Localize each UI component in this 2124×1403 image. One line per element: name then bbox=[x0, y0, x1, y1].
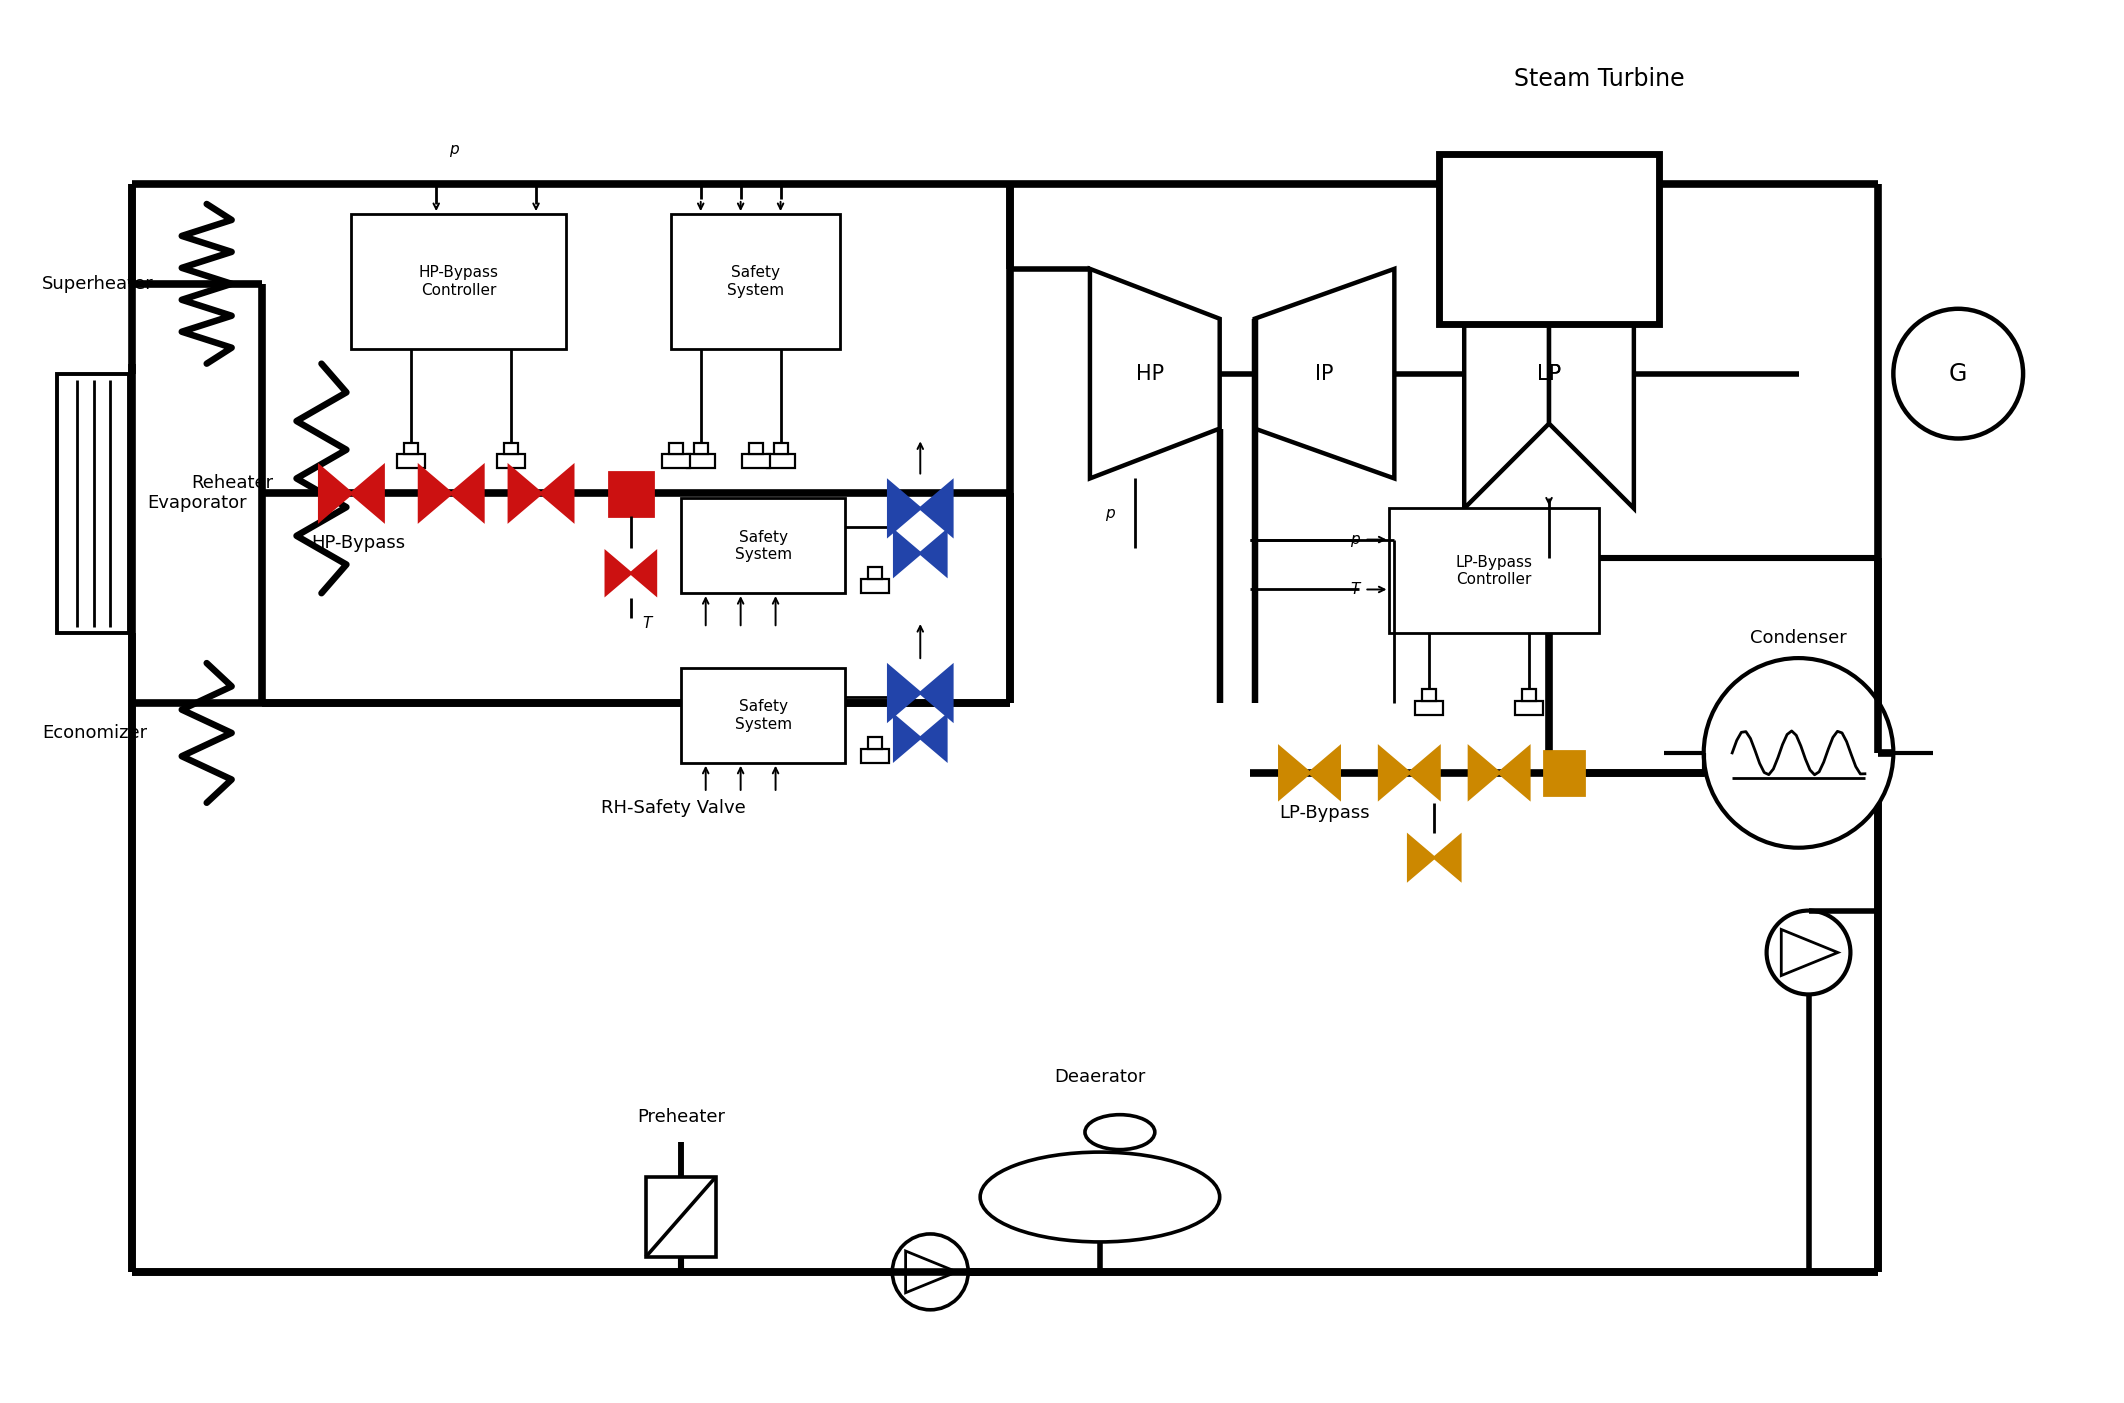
Polygon shape bbox=[1463, 239, 1548, 508]
Text: Preheater: Preheater bbox=[637, 1108, 724, 1127]
Ellipse shape bbox=[1085, 1114, 1155, 1149]
Polygon shape bbox=[1470, 748, 1500, 798]
Bar bbox=[397, 455, 425, 469]
Text: Evaporator: Evaporator bbox=[147, 494, 246, 512]
Bar bbox=[767, 455, 794, 469]
Text: p: p bbox=[1349, 532, 1359, 547]
Text: Reheater: Reheater bbox=[191, 474, 274, 492]
Bar bbox=[686, 455, 714, 469]
Bar bbox=[695, 442, 707, 455]
Polygon shape bbox=[888, 666, 920, 720]
Bar bbox=[497, 455, 525, 469]
Text: G: G bbox=[1950, 362, 1967, 386]
Polygon shape bbox=[1378, 748, 1410, 798]
Bar bbox=[862, 579, 890, 593]
Bar bbox=[671, 215, 841, 349]
Bar bbox=[1423, 689, 1436, 702]
Bar bbox=[862, 749, 890, 763]
Circle shape bbox=[1703, 658, 1892, 847]
Bar bbox=[610, 473, 652, 516]
Polygon shape bbox=[1548, 239, 1633, 508]
Bar bbox=[748, 442, 763, 455]
Bar bbox=[57, 373, 130, 633]
Text: Safety
System: Safety System bbox=[735, 699, 792, 732]
Text: LP-Bypass
Controller: LP-Bypass Controller bbox=[1455, 554, 1534, 586]
Polygon shape bbox=[350, 466, 382, 521]
Polygon shape bbox=[1408, 836, 1434, 880]
Polygon shape bbox=[888, 481, 920, 536]
Text: p: p bbox=[448, 142, 459, 157]
Text: Deaerator: Deaerator bbox=[1054, 1068, 1145, 1086]
Polygon shape bbox=[605, 551, 631, 595]
Text: Condenser: Condenser bbox=[1750, 629, 1848, 647]
Bar bbox=[503, 442, 518, 455]
Text: HP-Bypass
Controller: HP-Bypass Controller bbox=[418, 265, 499, 297]
Text: Superheater: Superheater bbox=[42, 275, 153, 293]
Bar bbox=[1415, 702, 1442, 716]
Bar bbox=[682, 498, 845, 593]
Polygon shape bbox=[510, 466, 542, 521]
Bar bbox=[1514, 702, 1542, 716]
Polygon shape bbox=[1090, 269, 1219, 478]
Text: T: T bbox=[1351, 582, 1359, 596]
Text: p: p bbox=[1104, 506, 1115, 521]
Polygon shape bbox=[920, 481, 952, 536]
Polygon shape bbox=[1311, 748, 1340, 798]
Polygon shape bbox=[894, 532, 920, 575]
Bar bbox=[869, 737, 881, 749]
Ellipse shape bbox=[979, 1152, 1219, 1242]
Polygon shape bbox=[1410, 748, 1440, 798]
Text: IP: IP bbox=[1315, 363, 1334, 383]
Bar bbox=[404, 442, 418, 455]
Polygon shape bbox=[1500, 748, 1529, 798]
Bar bbox=[1440, 154, 1659, 324]
Text: T: T bbox=[644, 616, 652, 631]
Text: LP: LP bbox=[1538, 363, 1561, 383]
Text: Safety
System: Safety System bbox=[726, 265, 784, 297]
Polygon shape bbox=[542, 466, 573, 521]
Text: HP: HP bbox=[1136, 363, 1164, 383]
Polygon shape bbox=[1279, 748, 1311, 798]
Polygon shape bbox=[894, 716, 920, 760]
Polygon shape bbox=[1434, 836, 1459, 880]
Bar bbox=[1389, 508, 1599, 633]
Polygon shape bbox=[319, 466, 350, 521]
Polygon shape bbox=[920, 716, 945, 760]
Bar bbox=[1544, 751, 1585, 796]
Text: RH-Safety Valve: RH-Safety Valve bbox=[601, 798, 746, 817]
Polygon shape bbox=[905, 1251, 956, 1292]
Bar bbox=[1523, 689, 1536, 702]
Bar bbox=[669, 442, 682, 455]
Text: LP: LP bbox=[1538, 363, 1561, 383]
Polygon shape bbox=[920, 532, 945, 575]
Polygon shape bbox=[1782, 929, 1837, 975]
Polygon shape bbox=[450, 466, 482, 521]
Text: HP-Bypass: HP-Bypass bbox=[312, 535, 406, 553]
Circle shape bbox=[892, 1235, 969, 1310]
Bar bbox=[350, 215, 565, 349]
Bar bbox=[741, 455, 769, 469]
Text: Steam Turbine: Steam Turbine bbox=[1514, 67, 1684, 91]
Circle shape bbox=[1767, 911, 1850, 995]
Bar bbox=[682, 668, 845, 763]
Text: Economizer: Economizer bbox=[42, 724, 147, 742]
Text: Safety
System: Safety System bbox=[735, 529, 792, 563]
Bar bbox=[663, 455, 690, 469]
Bar bbox=[646, 1177, 716, 1257]
Polygon shape bbox=[920, 666, 952, 720]
Polygon shape bbox=[1255, 269, 1393, 478]
Bar bbox=[869, 567, 881, 579]
Polygon shape bbox=[631, 551, 656, 595]
Bar bbox=[773, 442, 788, 455]
Polygon shape bbox=[418, 466, 450, 521]
Circle shape bbox=[1892, 309, 2022, 439]
Text: LP-Bypass: LP-Bypass bbox=[1279, 804, 1370, 822]
